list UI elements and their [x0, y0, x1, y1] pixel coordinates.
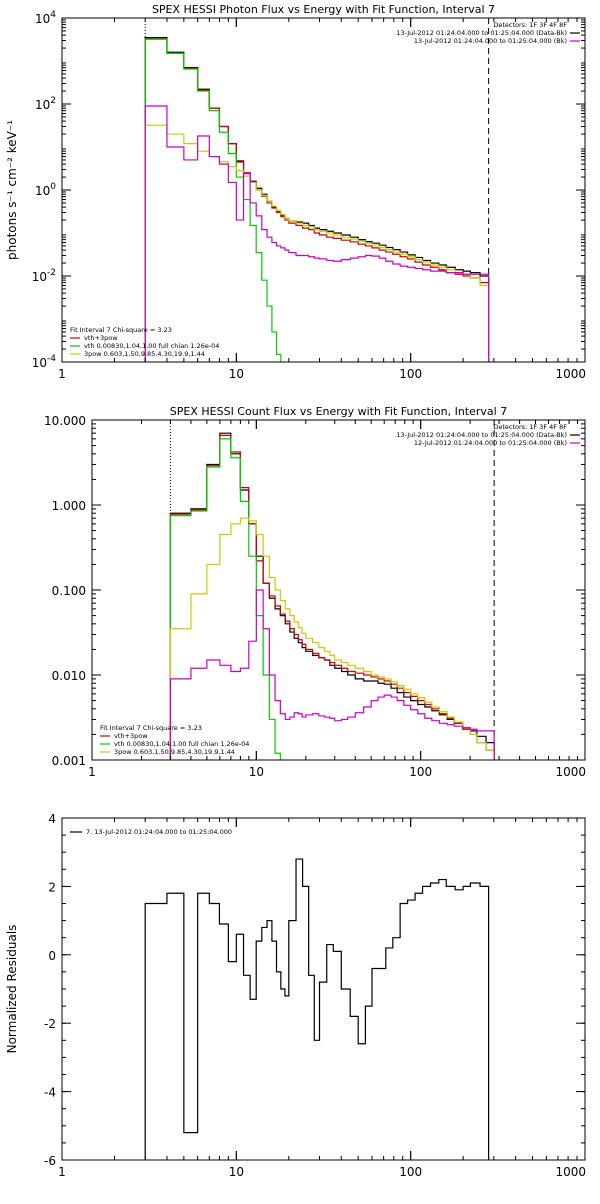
chart-panel-0: SPEX HESSI Photon Flux vs Energy with Fi…: [5, 3, 586, 381]
series-line-4: [169, 589, 495, 760]
y-tick-base: 10: [35, 184, 50, 198]
y-tick-label: 10-4: [32, 354, 57, 370]
chart-title: SPEX HESSI Count Flux vs Energy with Fit…: [170, 405, 507, 418]
y-tick-base: 10: [32, 270, 47, 284]
fit-legend-label: vth 0.00830,1.04,1.00 full chian 1.26e-0…: [84, 342, 219, 350]
plot-frame: [91, 419, 586, 761]
series-line-2: [169, 438, 286, 760]
y-tick-label: -2: [44, 1017, 56, 1031]
x-tick-label: 1: [58, 1165, 66, 1179]
series-line-0: [144, 37, 490, 362]
y-axis-label: Normalized Residuals: [5, 925, 19, 1054]
x-tick-label: 1: [88, 765, 96, 779]
y-tick-base: 10: [35, 98, 50, 112]
series-line-0: [169, 432, 495, 760]
legend-label: 12-Jul-2012 01:24:04.000 to 01:25:04.000…: [414, 439, 567, 447]
fit-legend-label: 3pow 0.603,1.50,9.85,4.30,19.9,1.44: [84, 350, 205, 358]
series-line-0: [144, 858, 490, 1160]
y-tick-label: 2: [48, 880, 56, 894]
y-tick-exponent: 4: [50, 10, 56, 20]
y-tick-label: 100: [35, 182, 56, 198]
y-tick-label: 4: [48, 812, 56, 826]
legend-label: Detectors: 1F 3F 4F 8F: [493, 21, 567, 29]
chart-title: SPEX HESSI Photon Flux vs Energy with Fi…: [152, 3, 495, 16]
y-tick-label: 10.000: [44, 414, 86, 428]
y-axis-label: photons s⁻¹ cm⁻² keV⁻¹: [5, 120, 19, 260]
x-tick-label: 1000: [555, 765, 586, 779]
x-tick-label: 1: [58, 367, 66, 381]
plot-area: [169, 420, 495, 760]
y-tick-label: 102: [35, 96, 56, 112]
series-line-2: [144, 38, 286, 362]
x-tick-label: 10: [229, 367, 244, 381]
y-tick-label: -6: [44, 1154, 56, 1168]
series-line-3: [169, 517, 495, 760]
x-tick-label: 100: [399, 1165, 422, 1179]
y-tick-exponent: 2: [50, 96, 56, 106]
y-tick-label: 0: [48, 949, 56, 963]
y-tick-label: 0.010: [52, 669, 86, 683]
legend-label: Detectors: 1F 3F 4F 8F: [493, 423, 567, 431]
legend-label: 13-Jul-2012 01:24:04.000 to 01:25:04.000…: [396, 29, 567, 37]
y-tick-base: 10: [32, 356, 47, 370]
series-line-4: [144, 105, 490, 362]
fit-legend-header: Fit Interval 7 Chi-square = 3.23: [100, 724, 202, 732]
fit-legend: Fit Interval 7 Chi-square = 3.23vth+3pow…: [100, 724, 249, 756]
chart-panel-2: Normalized Residuals 1 10 100 1000 -6 -4 -2 0 2 4 7…: [5, 812, 586, 1179]
fit-legend-header: Fit Interval 7 Chi-square = 3.23: [70, 326, 172, 334]
y-tick-label: 1.000: [52, 499, 86, 513]
x-tick-label: 100: [409, 765, 432, 779]
y-tick-base: 10: [35, 12, 50, 26]
series-line-1: [144, 38, 490, 362]
x-tick-label: 10: [249, 765, 264, 779]
y-tick-label: -4: [44, 1086, 56, 1100]
series-line-3: [144, 124, 490, 362]
y-tick-label: 0.100: [52, 584, 86, 598]
legend-label: 13-Jul-2012 01:24:04.000 to 01:25:04.000…: [414, 37, 567, 45]
chart-panel-1: SPEX HESSI Count Flux vs Energy with Fit…: [44, 405, 586, 779]
fit-legend-label: vth 0.00830,1.04,1.00 full chian 1.26e-0…: [114, 740, 249, 748]
y-tick-exponent: -4: [47, 354, 56, 364]
fit-legend-label: 3pow 0.603,1.50,9.85,4.30,19.9,1.44: [114, 748, 235, 756]
fit-legend-label: vth+3pow: [84, 334, 118, 342]
y-tick-label: 10-2: [32, 268, 56, 284]
legend-label: 13-Jul-2012 01:24:04.000 to 01:25:04.000…: [396, 431, 567, 439]
y-tick-label: 0.001: [52, 754, 86, 768]
legend: 7. 13-Jul-2012 01:24:04.000 to 01:25:04.…: [70, 828, 232, 836]
legend-label: 7. 13-Jul-2012 01:24:04.000 to 01:25:04.…: [86, 828, 232, 836]
x-tick-label: 100: [399, 367, 422, 381]
y-tick-exponent: 0: [50, 182, 56, 192]
plot-area: [144, 858, 490, 1160]
y-tick-label: 104: [35, 10, 56, 26]
x-tick-label: 10: [229, 1165, 244, 1179]
plot-area: [144, 18, 490, 362]
y-tick-exponent: -2: [47, 268, 56, 278]
fit-legend: Fit Interval 7 Chi-square = 3.23vth+3pow…: [70, 326, 219, 358]
fit-legend-label: vth+3pow: [114, 732, 148, 740]
x-tick-label: 1000: [555, 1165, 586, 1179]
plot-frame: [61, 817, 586, 1161]
x-tick-label: 1000: [555, 367, 586, 381]
plot-frame: [61, 17, 586, 363]
